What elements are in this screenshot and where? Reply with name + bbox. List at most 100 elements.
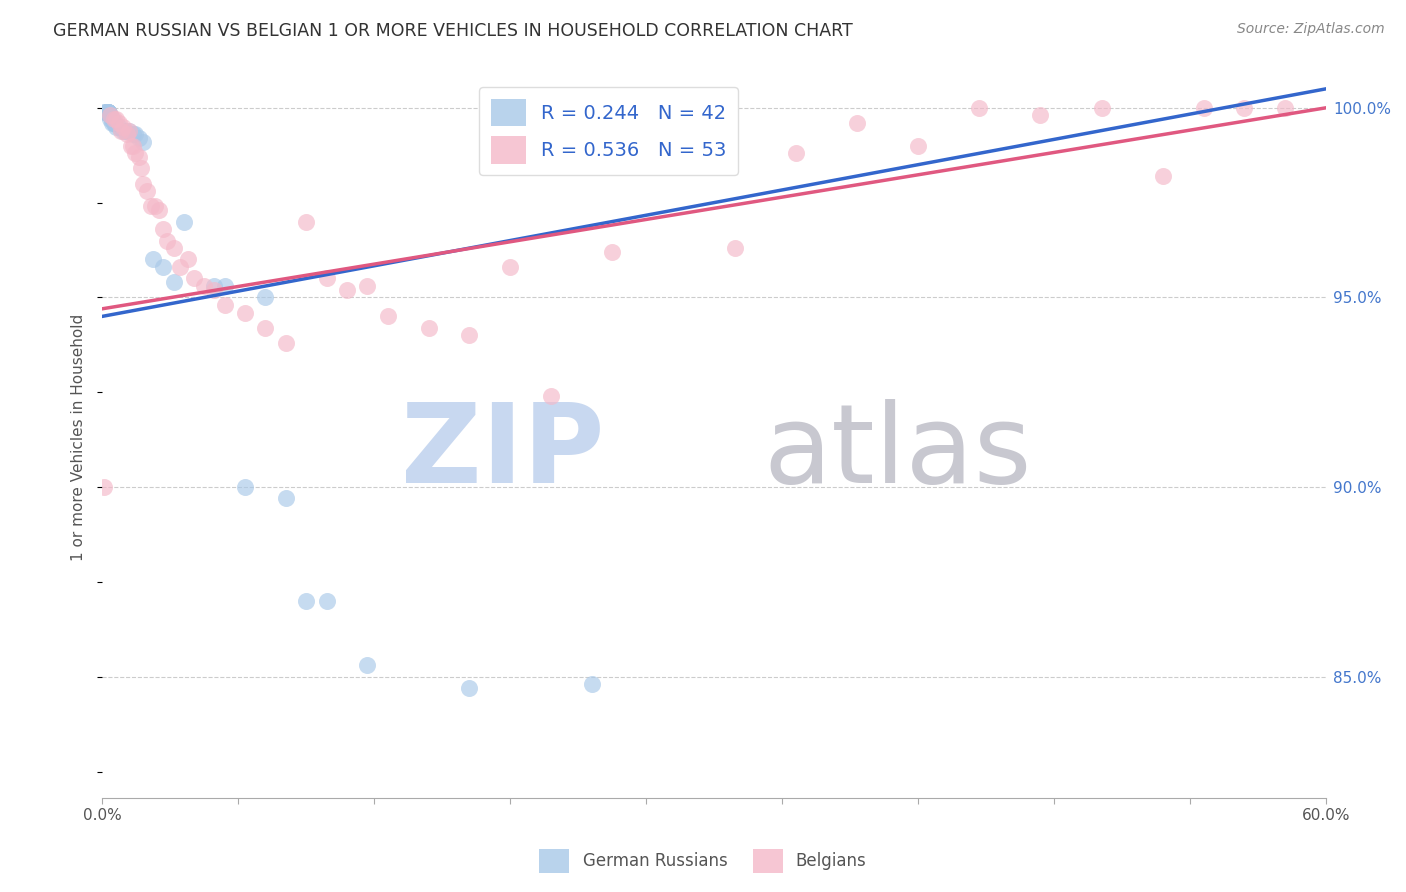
Point (1233, 101, 1256, 115)
Point (100, 108, 122, 122)
Point (315, 594, 337, 608)
Point (315, 271, 337, 285)
Point (295, 594, 318, 608)
Point (124, 146, 146, 161)
Point (93, 104, 115, 119)
Point (115, 128, 138, 142)
Point (148, 203, 170, 218)
Point (107, 120, 129, 134)
Point (121, 128, 143, 142)
Point (173, 214, 195, 228)
Point (162, 275, 184, 289)
Point (97, 104, 120, 119)
Point (128, 131, 150, 145)
Point (1192, 101, 1215, 115)
Point (214, 298, 236, 312)
Point (1274, 101, 1296, 115)
Point (101, 112, 124, 127)
Point (97, 104, 120, 119)
Point (254, 320, 277, 334)
Point (120, 138, 142, 153)
Point (107, 116, 129, 130)
Point (124, 128, 146, 142)
Point (458, 328, 481, 343)
Point (202, 279, 225, 293)
Point (418, 320, 440, 334)
Point (662, 146, 685, 161)
Point (103, 116, 125, 130)
Point (118, 123, 141, 137)
Point (1152, 169, 1174, 183)
Point (214, 279, 236, 293)
Point (97, 104, 120, 119)
Point (600, 244, 623, 259)
Legend: R = 0.244   N = 42, R = 0.536   N = 53: R = 0.244 N = 42, R = 0.536 N = 53 (479, 87, 738, 175)
Text: GERMAN RUSSIAN VS BELGIAN 1 OR MORE VEHICLES IN HOUSEHOLD CORRELATION CHART: GERMAN RUSSIAN VS BELGIAN 1 OR MORE VEHI… (53, 22, 853, 40)
Point (723, 241, 745, 255)
Point (103, 112, 125, 127)
Point (118, 123, 141, 137)
Point (114, 123, 136, 137)
Point (1029, 108, 1052, 122)
Point (162, 241, 184, 255)
Point (581, 677, 603, 691)
Point (233, 480, 256, 494)
Point (105, 112, 128, 127)
Point (183, 271, 205, 285)
Point (97, 104, 120, 119)
Point (377, 310, 399, 324)
Point (142, 252, 165, 267)
Point (132, 135, 155, 149)
Point (1091, 101, 1114, 115)
Point (907, 138, 929, 153)
Point (121, 138, 143, 153)
Legend: German Russians, Belgians: German Russians, Belgians (533, 842, 873, 880)
Point (356, 658, 378, 673)
Point (97, 104, 120, 119)
Point (193, 279, 215, 293)
Point (100, 108, 122, 122)
Text: ZIP: ZIP (401, 399, 605, 506)
Point (128, 150, 150, 164)
Point (97, 104, 120, 119)
Point (785, 146, 807, 161)
Point (103, 116, 125, 130)
Point (100, 108, 122, 122)
Point (111, 120, 134, 134)
Point (136, 184, 159, 198)
Point (169, 260, 191, 274)
Point (101, 116, 124, 130)
Point (177, 252, 200, 267)
Point (110, 123, 132, 137)
Point (499, 260, 522, 274)
Point (295, 214, 318, 228)
Point (132, 177, 155, 191)
Point (356, 279, 378, 293)
Point (111, 123, 134, 137)
Point (845, 116, 868, 130)
Point (129, 161, 152, 176)
Point (202, 283, 225, 297)
Point (96, 104, 118, 119)
Point (152, 260, 174, 274)
Point (105, 120, 128, 134)
Point (97, 104, 120, 119)
Text: atlas: atlas (763, 399, 1032, 506)
Point (274, 335, 297, 350)
Point (233, 305, 256, 319)
Point (96, 104, 118, 119)
Point (101, 112, 124, 127)
Point (969, 101, 991, 115)
Point (254, 290, 277, 304)
Point (100, 112, 122, 127)
Point (143, 199, 166, 213)
Point (336, 283, 359, 297)
Text: Source: ZipAtlas.com: Source: ZipAtlas.com (1237, 22, 1385, 37)
Point (141, 199, 163, 213)
Point (274, 491, 297, 506)
Point (93, 480, 115, 494)
Point (540, 389, 562, 403)
Y-axis label: 1 or more Vehicles in Household: 1 or more Vehicles in Household (72, 314, 86, 561)
Point (156, 234, 179, 248)
Point (97, 104, 120, 119)
